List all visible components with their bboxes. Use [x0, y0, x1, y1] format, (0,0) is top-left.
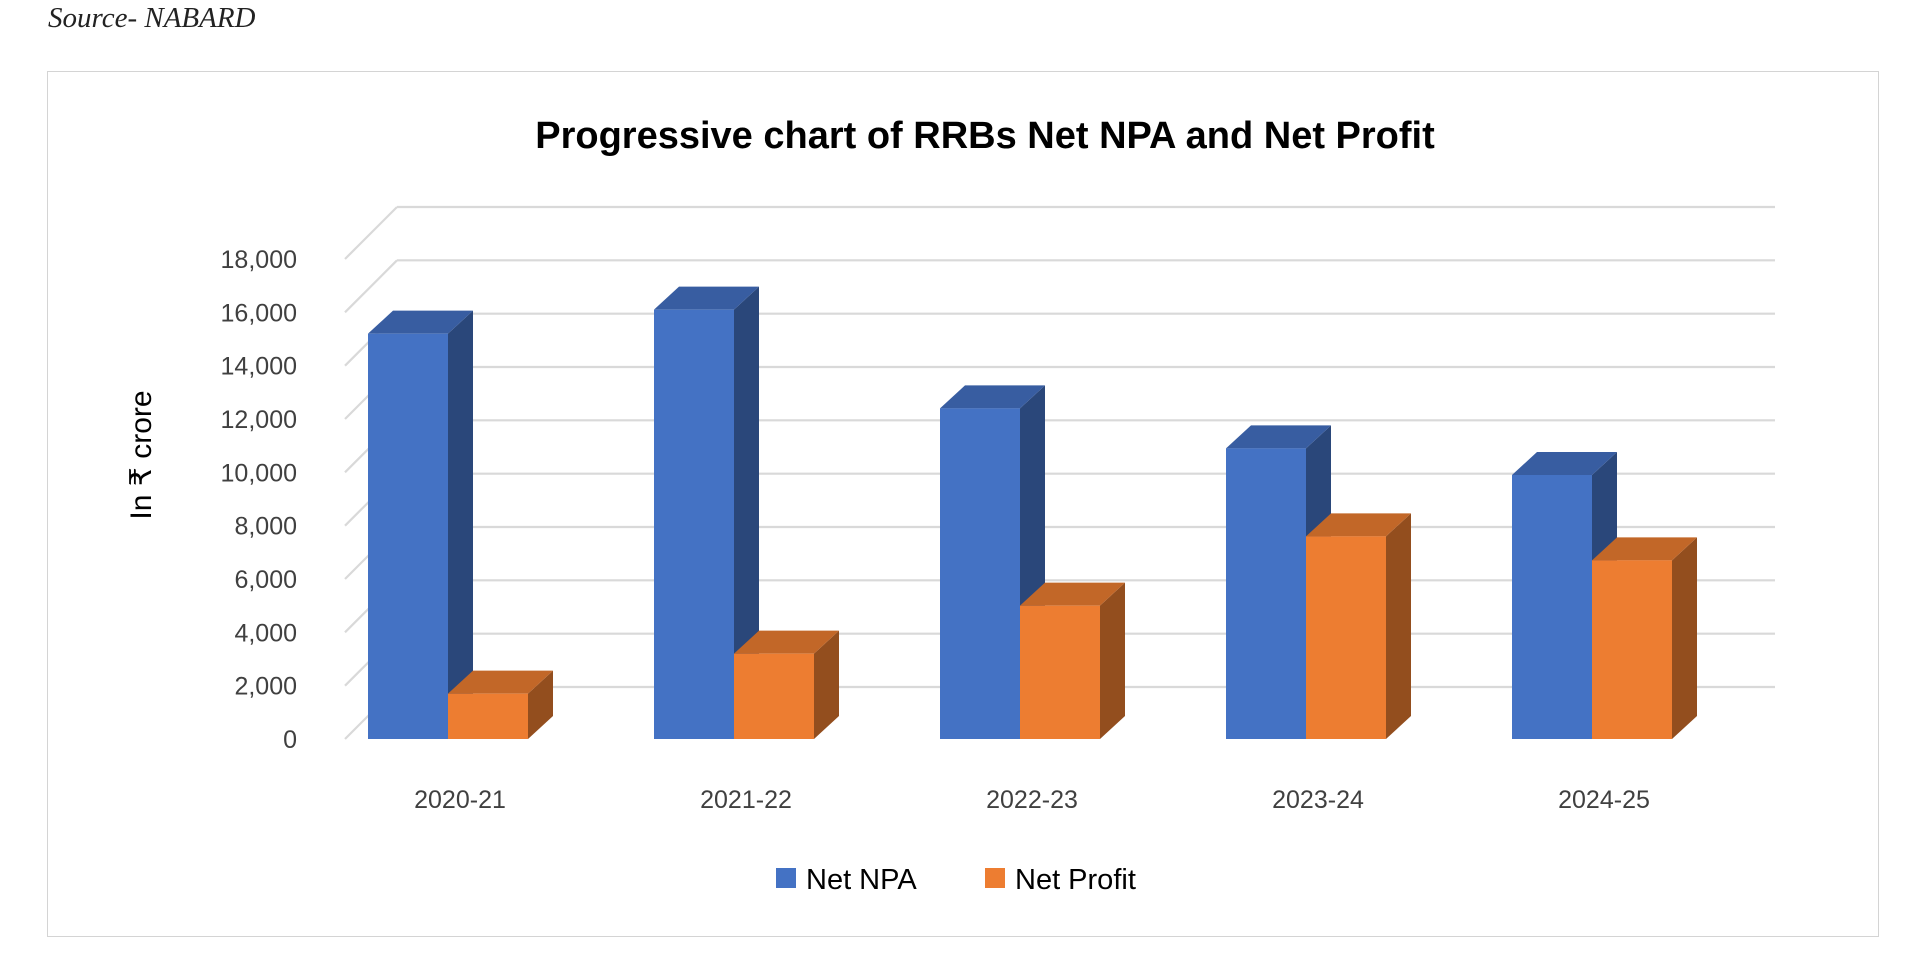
bar-top — [1592, 537, 1697, 561]
bar-top — [654, 286, 759, 310]
bar-net-npa-2020-21 — [368, 310, 473, 739]
bar-top — [1226, 425, 1331, 449]
legend: Net NPA Net Profit — [776, 864, 1136, 896]
bar-front — [448, 693, 528, 739]
bar-front — [734, 653, 814, 739]
source-note: Source- NABARD — [48, 2, 256, 34]
bar-front — [1592, 560, 1672, 739]
gridline-diagonal — [344, 206, 398, 260]
bar-net-profit-2024-25 — [1592, 537, 1697, 739]
chart-title: Progressive chart of RRBs Net NPA and Ne… — [535, 115, 1435, 157]
x-tick-label: 2022-23 — [986, 786, 1078, 814]
bar-top — [1306, 513, 1411, 537]
y-tick-label: 4,000 — [234, 619, 297, 647]
bar-top — [1020, 582, 1125, 606]
x-tick-label: 2023-24 — [1272, 786, 1364, 814]
bar-front — [1020, 605, 1100, 739]
legend-label: Net Profit — [1015, 864, 1136, 896]
legend-swatch — [985, 868, 1005, 888]
y-tick-label: 12,000 — [221, 406, 297, 434]
bar-side — [1100, 582, 1125, 739]
bar-net-npa-2021-22 — [654, 286, 759, 739]
bar-front — [654, 309, 734, 739]
bar-net-profit-2021-22 — [734, 630, 839, 739]
bar-net-profit-2020-21 — [448, 670, 553, 739]
x-axis-categories: 2020-21 2021-22 2022-23 2023-24 2024-25 — [414, 786, 1650, 814]
y-axis-ticks: 0 2,000 4,000 6,000 8,000 10,000 12,000 14,000 1… — [221, 246, 297, 754]
y-tick-label: 0 — [283, 726, 297, 754]
y-axis-label: In ₹ crore — [125, 390, 158, 519]
y-tick-label: 6,000 — [234, 566, 297, 594]
y-tick-label: 16,000 — [221, 299, 297, 327]
bar-front — [1306, 536, 1386, 739]
bar-front — [940, 408, 1020, 739]
bar-net-profit-2022-23 — [1020, 582, 1125, 739]
bar-side — [448, 310, 473, 739]
bar-top — [940, 385, 1045, 409]
gridline-diagonal — [344, 259, 398, 314]
bars — [368, 286, 1697, 739]
y-tick-label: 18,000 — [221, 246, 297, 274]
y-tick-label: 8,000 — [234, 513, 297, 541]
bar-side — [814, 630, 839, 739]
bar-front — [1226, 448, 1306, 739]
bar-top — [1512, 452, 1617, 475]
legend-label: Net NPA — [806, 864, 917, 896]
legend-swatch — [776, 868, 796, 888]
bar-top — [448, 670, 553, 694]
bar-side — [1386, 513, 1411, 739]
bar-top — [368, 310, 473, 334]
bar-front — [368, 333, 448, 739]
bar-side — [1672, 537, 1697, 739]
bar-front — [1512, 475, 1592, 739]
y-tick-label: 14,000 — [221, 353, 297, 381]
y-tick-label: 10,000 — [221, 459, 297, 487]
bar-side — [734, 286, 759, 739]
x-tick-label: 2024-25 — [1558, 786, 1650, 814]
y-tick-label: 2,000 — [234, 673, 297, 701]
bar-side — [528, 670, 553, 739]
x-tick-label: 2021-22 — [700, 786, 792, 814]
bar-top — [734, 630, 839, 654]
x-tick-label: 2020-21 — [414, 786, 506, 814]
bar-net-profit-2023-24 — [1306, 513, 1411, 739]
